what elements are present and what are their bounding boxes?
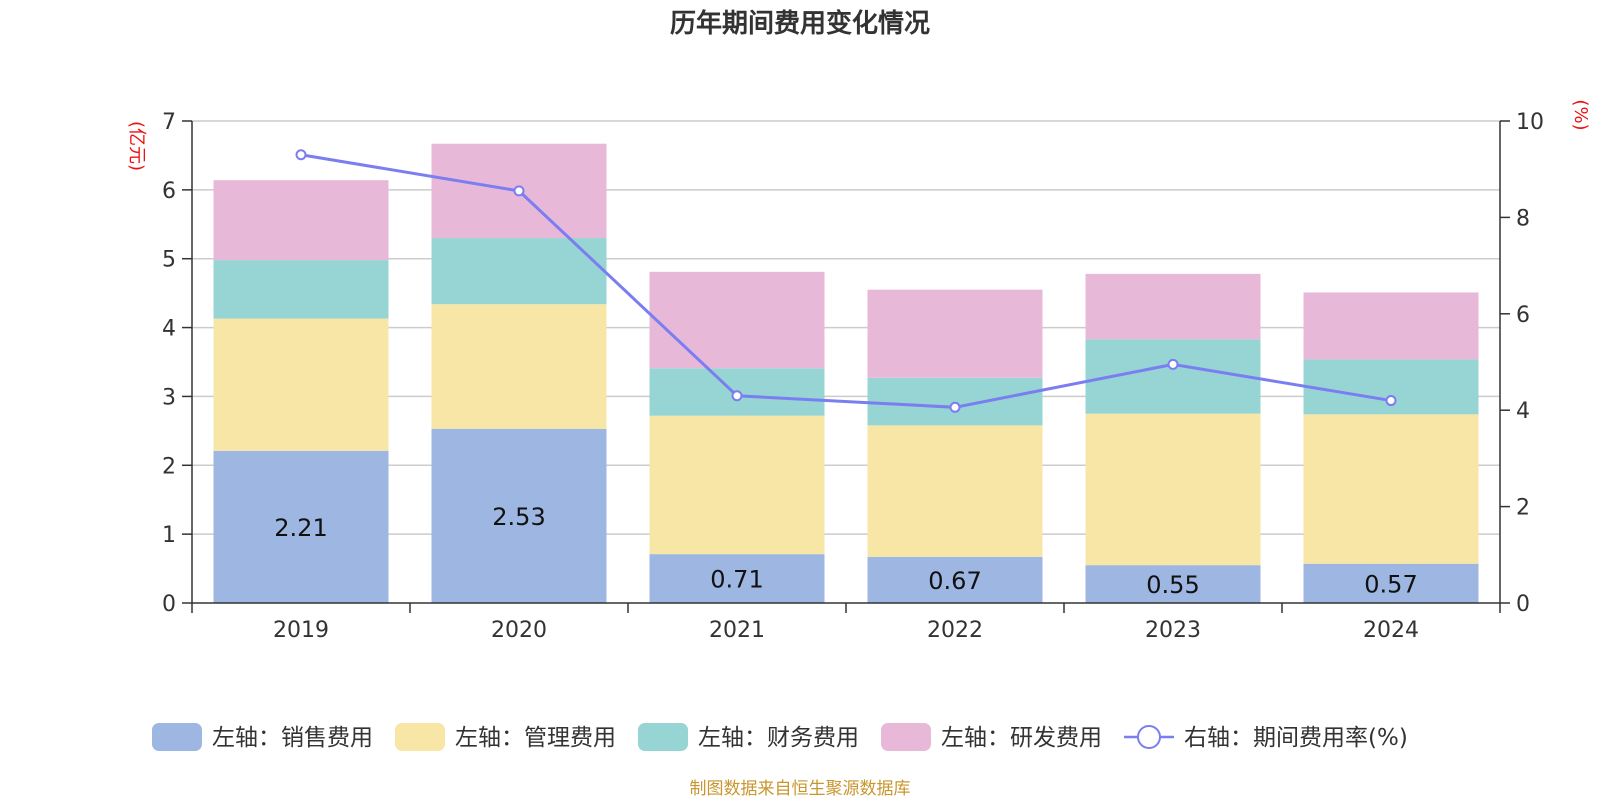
left-axis-tick-label: 2 bbox=[162, 454, 176, 479]
bar-segment bbox=[213, 260, 389, 319]
bar-segment bbox=[649, 554, 825, 603]
rate-point bbox=[949, 401, 961, 413]
bar-segment bbox=[431, 238, 607, 305]
left-axis-tick-label: 0 bbox=[162, 592, 176, 617]
x-axis-tick-label: 2021 bbox=[709, 618, 765, 643]
rate-point bbox=[513, 185, 525, 197]
right-axis-unit: (%) bbox=[1570, 99, 1591, 130]
bar-segment bbox=[867, 425, 1043, 557]
bar-segment bbox=[1085, 273, 1261, 340]
legend-label: 左轴：财务费用 bbox=[698, 725, 859, 751]
legend-swatch bbox=[395, 723, 445, 751]
rate-point bbox=[1167, 358, 1179, 370]
bar-segment bbox=[1303, 359, 1479, 415]
left-axis-unit: (亿元) bbox=[126, 121, 147, 171]
left-axis-tick-label: 7 bbox=[162, 110, 176, 135]
x-axis-tick-label: 2022 bbox=[927, 618, 983, 643]
rate-line bbox=[295, 149, 1397, 413]
bar-segment bbox=[649, 415, 825, 555]
legend-label: 右轴：期间费用率(%) bbox=[1184, 725, 1408, 751]
legend: 左轴：销售费用 左轴：管理费用 左轴：财务费用 左轴：研发费用 右轴：期间费用率(%) bbox=[152, 723, 1408, 751]
axes: 0 1 2 3 4 5 6 7 0 2 4 6 8 10 2019 2020 2021 2022 2023 2024 bbox=[162, 110, 1544, 643]
left-axis-tick-label: 5 bbox=[162, 248, 176, 273]
rate-line-path bbox=[300, 153, 1392, 409]
legend-swatch-marker bbox=[1137, 725, 1161, 749]
bar-value-label: 0.55 bbox=[1146, 571, 1199, 599]
legend-swatch bbox=[881, 723, 931, 751]
right-axis-tick-label: 6 bbox=[1516, 303, 1530, 328]
bar-segment bbox=[649, 271, 825, 369]
bar-value-label: 0.71 bbox=[710, 566, 763, 594]
bar-value-label: 0.67 bbox=[928, 567, 981, 595]
bar-segment bbox=[867, 289, 1043, 378]
bar-segment bbox=[867, 556, 1043, 603]
rate-point bbox=[295, 149, 307, 161]
right-axis-tick-label: 0 bbox=[1516, 592, 1530, 617]
legend-label: 左轴：管理费用 bbox=[455, 725, 616, 751]
legend-label: 左轴：销售费用 bbox=[212, 725, 373, 751]
bar-stacks: 2.21 2.53 0.71 0.67 0.55 0.57 bbox=[213, 143, 1479, 603]
x-axis-tick-label: 2020 bbox=[491, 618, 547, 643]
legend-swatch bbox=[152, 723, 202, 751]
bar-segment bbox=[867, 377, 1043, 426]
bar-value-label: 2.21 bbox=[274, 514, 327, 542]
bar-segment bbox=[1085, 565, 1261, 603]
bar-segment bbox=[1303, 414, 1479, 564]
bar-value-label: 0.57 bbox=[1364, 570, 1417, 598]
bar-segment bbox=[213, 450, 389, 603]
bar-segment bbox=[431, 428, 607, 603]
bar-segment bbox=[431, 304, 607, 429]
rate-point bbox=[731, 390, 743, 402]
bar-value-label: 2.53 bbox=[492, 503, 545, 531]
grid-lines bbox=[192, 120, 1500, 535]
bar-segment bbox=[1303, 292, 1479, 360]
bar-segment bbox=[1303, 563, 1479, 603]
bar-segment bbox=[1085, 413, 1261, 566]
source-note: 制图数据来自恒生聚源数据库 bbox=[690, 779, 911, 799]
right-axis-tick-label: 4 bbox=[1516, 399, 1530, 424]
right-axis-tick-label: 10 bbox=[1516, 110, 1544, 135]
left-axis-tick-label: 6 bbox=[162, 179, 176, 204]
chart-title: 历年期间费用变化情况 bbox=[670, 8, 930, 39]
legend-swatch bbox=[638, 723, 688, 751]
left-axis-tick-label: 4 bbox=[162, 317, 176, 342]
x-axis-tick-label: 2024 bbox=[1363, 618, 1419, 643]
left-axis-tick-label: 3 bbox=[162, 385, 176, 410]
x-axis-tick-label: 2019 bbox=[273, 618, 329, 643]
right-axis-tick-label: 2 bbox=[1516, 496, 1530, 521]
x-axis-tick-label: 2023 bbox=[1145, 618, 1201, 643]
bar-segment bbox=[213, 180, 389, 261]
right-axis-tick-label: 8 bbox=[1516, 206, 1530, 231]
left-axis-tick-label: 1 bbox=[162, 523, 176, 548]
legend-label: 左轴：研发费用 bbox=[941, 725, 1102, 751]
bar-segment bbox=[213, 318, 389, 451]
rate-point bbox=[1385, 395, 1397, 407]
